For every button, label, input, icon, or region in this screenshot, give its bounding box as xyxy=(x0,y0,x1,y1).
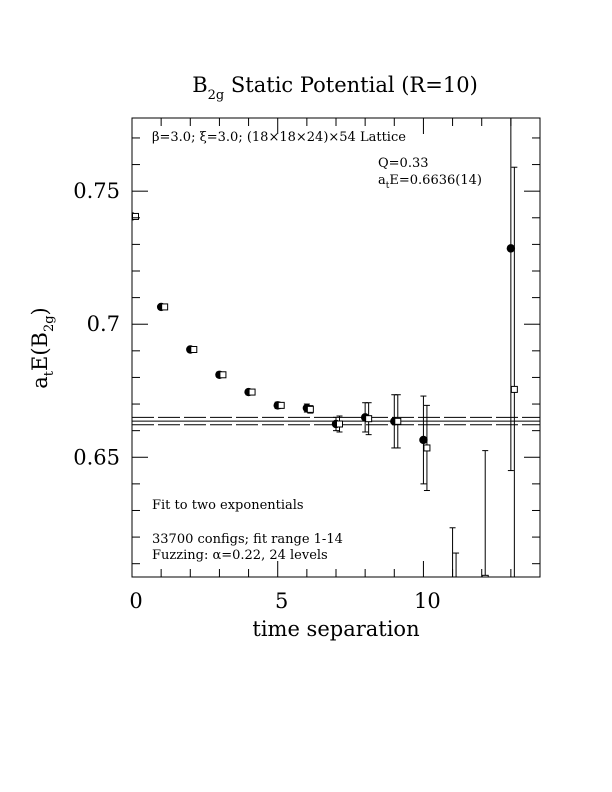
energy-subscript: t xyxy=(386,181,390,191)
x-axis-label: time separation xyxy=(252,617,419,641)
square-point xyxy=(306,405,314,413)
fuzzing-annotation: Fuzzing: α=0.22, 24 levels xyxy=(152,548,328,563)
x-tick-label: 5 xyxy=(275,589,288,613)
q-annotation: Q=0.33 xyxy=(378,156,429,171)
energy-prefix: a xyxy=(378,173,386,188)
fit-annotation: Fit to two exponentials xyxy=(152,498,304,513)
y-axis-label: atE(B2g) xyxy=(28,307,57,389)
square-point xyxy=(132,212,139,220)
energy-rest: E=0.6636(14) xyxy=(389,173,482,188)
circle-point xyxy=(419,435,428,445)
x-tick-label: 0 xyxy=(129,589,142,613)
chart-title: B2g Static Potential (R=10) xyxy=(192,73,478,103)
title-main: B xyxy=(192,73,207,97)
square-point xyxy=(510,385,518,393)
square-point xyxy=(248,388,256,396)
error-bars xyxy=(132,118,518,577)
square-point xyxy=(190,345,198,353)
square-point xyxy=(365,415,373,423)
y-label-b-sub: 2g xyxy=(42,315,57,332)
y-tick-label: 0.75 xyxy=(73,179,120,203)
data-points xyxy=(132,212,518,607)
square-point xyxy=(423,444,431,452)
energy-annotation: atE=0.6636(14) xyxy=(378,173,482,191)
tick-labels: 0 5 10 0.65 0.7 0.75 xyxy=(73,179,441,613)
title-rest: Static Potential (R=10) xyxy=(224,73,478,97)
square-point xyxy=(481,574,489,577)
circle-point xyxy=(448,597,456,605)
axis-ticks xyxy=(131,118,541,577)
lattice-annotation: β=3.0; ξ=3.0; (18×18×24)×54 Lattice xyxy=(152,130,406,145)
circle-point xyxy=(506,244,516,253)
square-point xyxy=(453,601,459,607)
square-point xyxy=(394,417,402,425)
y-tick-label: 0.7 xyxy=(87,312,120,336)
y-label-end: ) xyxy=(28,307,52,315)
square-point xyxy=(219,371,227,379)
square-point xyxy=(277,401,285,409)
y-label-mid: E(B xyxy=(28,332,52,371)
configs-annotation: 33700 configs; fit range 1-14 xyxy=(152,532,343,547)
y-label-a: a xyxy=(28,376,52,389)
square-point xyxy=(161,303,169,311)
title-subscript: 2g xyxy=(208,88,225,103)
y-tick-label: 0.65 xyxy=(73,445,120,469)
y-label-a-sub: t xyxy=(42,370,57,376)
x-tick-label: 10 xyxy=(414,589,441,613)
square-point xyxy=(336,420,343,428)
